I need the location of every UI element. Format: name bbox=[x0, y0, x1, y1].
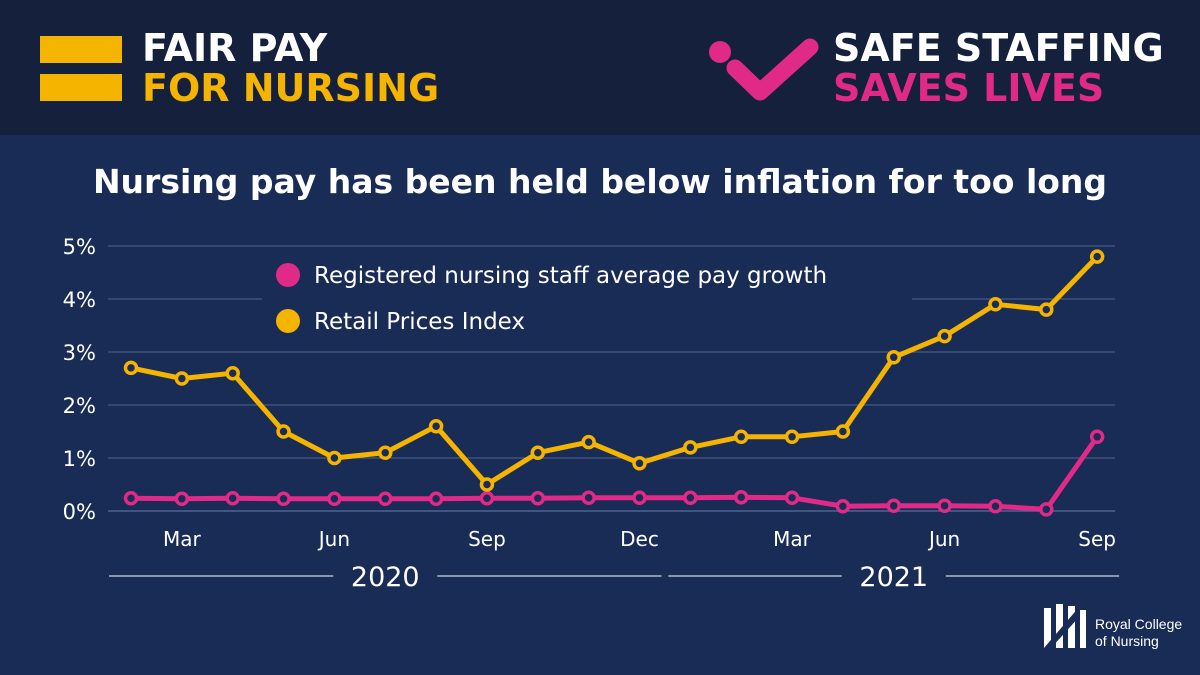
header-banner: FAIR PAY FOR NURSING SAFE STAFFING SAVES… bbox=[0, 0, 1200, 135]
series-line bbox=[130, 435, 1100, 512]
data-point bbox=[632, 490, 647, 505]
legend-label: Registered nursing staff average pay gro… bbox=[314, 263, 827, 289]
data-point bbox=[276, 424, 291, 439]
x-tick-label: Sep bbox=[1078, 527, 1116, 551]
fair-pay-campaign-title: FAIR PAY FOR NURSING bbox=[142, 28, 439, 108]
chart-title: Nursing pay has been held below inflatio… bbox=[92, 162, 1108, 201]
data-point bbox=[733, 429, 749, 445]
fair-pay-bars-icon bbox=[40, 36, 122, 112]
legend-label: Retail Prices Index bbox=[314, 309, 525, 335]
data-point bbox=[937, 328, 952, 344]
y-tick-label: 3% bbox=[63, 341, 96, 365]
data-point bbox=[632, 456, 647, 471]
safe-staffing-line2: SAVES LIVES bbox=[833, 66, 1105, 110]
data-point bbox=[886, 350, 901, 365]
x-tick-label: Sep bbox=[468, 527, 506, 551]
data-point bbox=[1089, 429, 1105, 445]
data-point bbox=[479, 491, 495, 506]
fair-pay-line1: FAIR PAY bbox=[142, 26, 328, 70]
safe-staffing-line1: SAFE STAFFING bbox=[833, 26, 1164, 70]
y-tick-label: 5% bbox=[63, 235, 96, 259]
legend-background bbox=[262, 252, 912, 350]
data-point bbox=[1089, 249, 1105, 264]
data-point bbox=[327, 491, 342, 507]
x-tick-label: Mar bbox=[773, 527, 812, 551]
data-point bbox=[784, 490, 800, 505]
x-tick-label: Mar bbox=[163, 527, 202, 551]
data-point bbox=[174, 491, 190, 507]
year-label: 2021 bbox=[859, 562, 928, 593]
rcn-logo-line1: Royal College bbox=[1095, 616, 1183, 632]
fair-pay-line2: FOR NURSING bbox=[142, 66, 440, 110]
data-point bbox=[683, 440, 698, 455]
data-point bbox=[225, 365, 240, 381]
data-point bbox=[530, 445, 546, 460]
data-point bbox=[784, 429, 800, 445]
data-point bbox=[225, 491, 240, 506]
data-point bbox=[988, 297, 1003, 312]
legend-marker bbox=[276, 263, 300, 287]
checkmark-icon bbox=[709, 38, 819, 101]
data-point bbox=[581, 490, 596, 505]
rcn-logo-text: Royal College of Nursing bbox=[1095, 616, 1182, 650]
data-point bbox=[174, 371, 190, 386]
data-point bbox=[937, 498, 952, 513]
series-line bbox=[130, 254, 1100, 487]
y-tick-label: 1% bbox=[63, 447, 96, 471]
data-point bbox=[886, 498, 901, 513]
legend-marker bbox=[276, 309, 300, 333]
data-point bbox=[276, 491, 291, 507]
data-point bbox=[327, 450, 342, 466]
data-point bbox=[378, 445, 393, 460]
y-tick-label: 0% bbox=[63, 500, 96, 524]
data-point bbox=[530, 491, 546, 506]
y-tick-label: 4% bbox=[63, 288, 96, 312]
data-point bbox=[1039, 302, 1054, 317]
y-tick-label: 2% bbox=[63, 394, 96, 418]
data-point bbox=[479, 477, 495, 492]
rcn-logo-line2: of Nursing bbox=[1095, 633, 1159, 649]
safe-staffing-campaign-title: SAFE STAFFING SAVES LIVES bbox=[833, 28, 1164, 108]
data-point bbox=[988, 498, 1003, 514]
data-point bbox=[428, 491, 444, 507]
year-label: 2020 bbox=[351, 562, 420, 593]
x-tick-label: Jun bbox=[927, 527, 960, 551]
data-point bbox=[683, 490, 698, 505]
x-tick-label: Jun bbox=[317, 527, 350, 551]
data-point bbox=[835, 424, 851, 439]
data-point bbox=[123, 491, 139, 506]
data-point bbox=[1039, 502, 1054, 517]
data-point bbox=[123, 360, 139, 376]
data-point bbox=[378, 491, 393, 507]
rcn-logo-icon bbox=[1044, 604, 1086, 648]
data-point bbox=[835, 498, 851, 514]
x-tick-label: Dec bbox=[620, 527, 659, 551]
data-point bbox=[733, 489, 749, 505]
data-point bbox=[581, 434, 596, 450]
data-point bbox=[428, 418, 444, 434]
